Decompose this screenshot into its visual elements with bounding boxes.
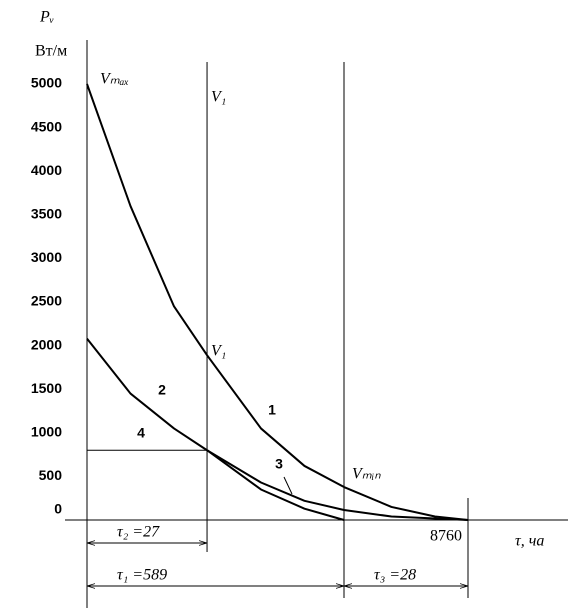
x-label: τ, ча [515,533,544,550]
y-tick-label: 2000 [31,336,62,352]
y-tick-label: 1000 [31,424,62,440]
leader-line [283,476,293,495]
y-tick-label: 0 [54,501,62,517]
y-tick-label: 500 [39,467,63,483]
series-label: 4 [137,425,145,441]
annotation: Vₘᵢₙ [352,466,381,483]
y-tick-label: 3000 [31,249,62,265]
y-label: Pᵥ [39,9,54,26]
series-line [206,449,345,521]
y-tick-label: 4000 [31,162,62,178]
series-line [86,83,469,521]
series-line [86,338,469,521]
span-label: τ₁ =589 [117,567,167,584]
y-unit: Вт/м [35,43,67,60]
annotation: V₁ [211,89,226,106]
y-tick-label: 5000 [31,75,62,91]
annotation: V₁ [211,343,226,360]
series-label: 1 [268,402,276,418]
y-tick-label: 2500 [31,293,62,309]
span-label: τ₂ =27 [117,524,160,541]
end-label: 8760 [430,528,462,545]
span-label: τ₃ =28 [374,567,416,584]
y-tick-label: 4500 [31,118,62,134]
y-tick-label: 1500 [31,380,62,396]
y-tick-label: 3500 [31,206,62,222]
annotation: Vₘₐₓ [100,71,129,88]
series-label: 3 [275,456,283,472]
series-label: 2 [158,382,166,398]
